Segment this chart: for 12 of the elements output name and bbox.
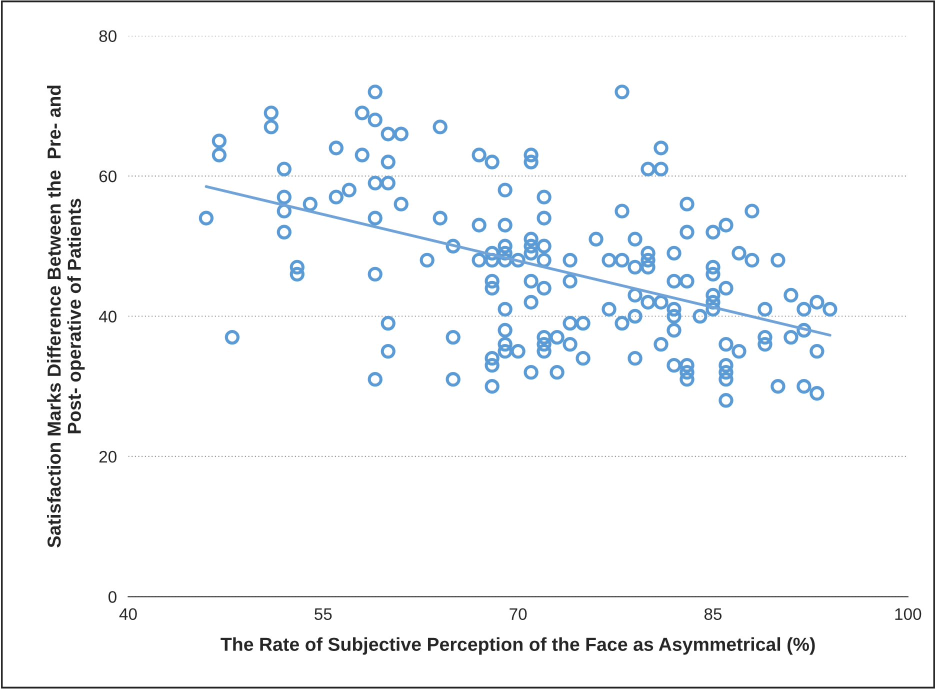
x-tick-label: 85 [704, 608, 722, 620]
y-tick-label: 20 [99, 450, 116, 463]
y-tick-label: 60 [99, 170, 116, 182]
y-axis-title: Satisfaction Marks Difference Between the Pre- and Post- operative of Patients [47, 86, 85, 548]
x-tick-label: 55 [314, 608, 332, 620]
x-tick-label: 70 [510, 608, 527, 620]
x-tick-label: 100 [895, 608, 922, 620]
x-axis-title: The Rate of Subjective Perception of the Face as Asymmetrical (%) [220, 637, 815, 655]
x-tick-label: 40 [119, 608, 137, 620]
y-tick-label: 40 [98, 310, 116, 322]
y-tick-label: 0 [108, 591, 116, 603]
y-tick-label: 80 [99, 30, 116, 42]
